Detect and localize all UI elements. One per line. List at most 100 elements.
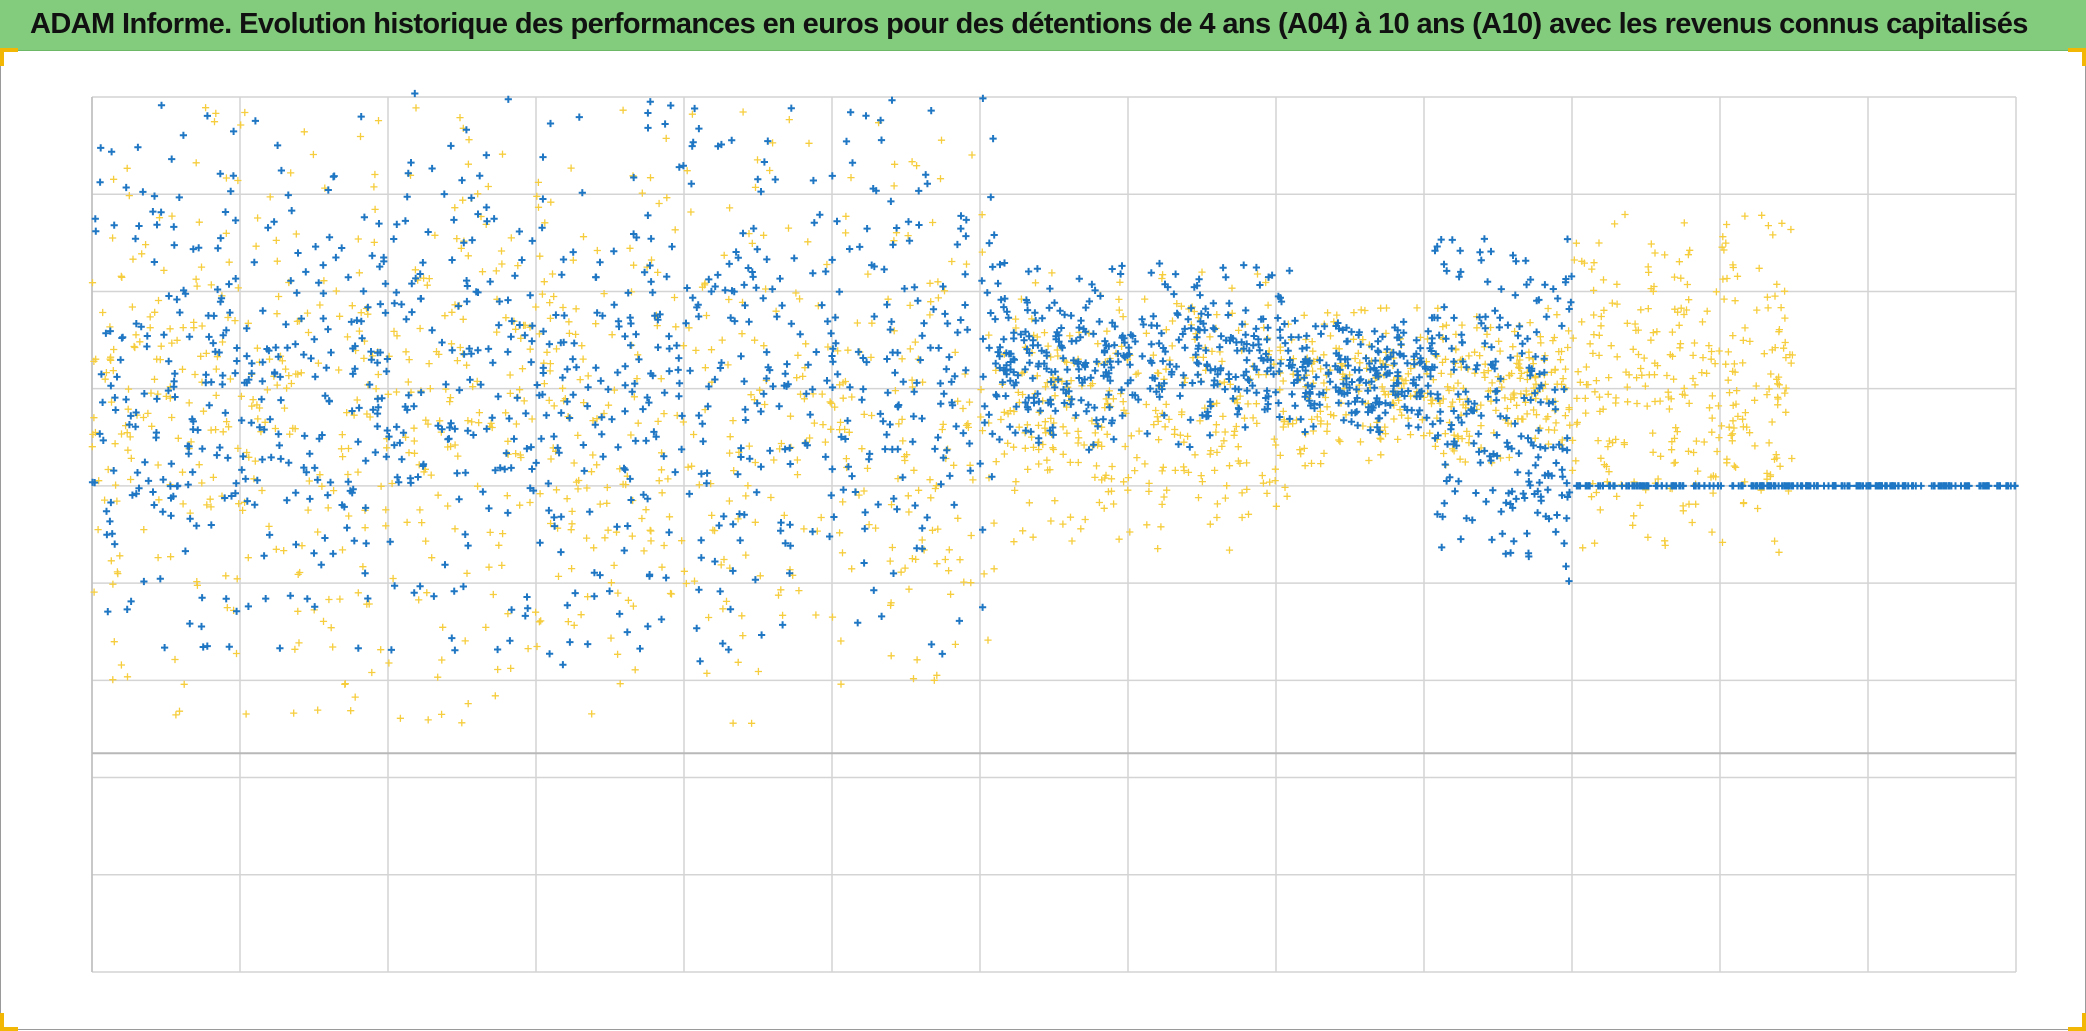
data-point-yellow xyxy=(1644,305,1652,313)
data-point-yellow xyxy=(212,109,220,117)
data-point-yellow xyxy=(1445,386,1453,395)
data-point-blue xyxy=(1357,375,1365,383)
data-point-yellow xyxy=(1149,351,1157,359)
data-point-blue xyxy=(763,348,771,356)
data-point-blue xyxy=(1491,307,1499,315)
data-point-blue xyxy=(381,309,390,317)
data-point-yellow xyxy=(1513,352,1521,360)
data-point-blue xyxy=(1462,514,1471,522)
data-point-blue xyxy=(1599,482,1607,490)
data-point-blue xyxy=(586,508,594,516)
data-point-blue xyxy=(990,231,998,239)
data-point-blue xyxy=(1219,264,1227,272)
data-point-blue xyxy=(915,187,923,195)
data-point-yellow xyxy=(1787,225,1795,234)
data-point-yellow xyxy=(1477,422,1485,430)
data-point-blue xyxy=(997,296,1005,304)
data-point-blue xyxy=(1326,378,1334,386)
data-point-blue xyxy=(1157,329,1166,337)
data-point-blue xyxy=(1003,308,1011,316)
data-point-blue xyxy=(463,277,471,285)
data-point-yellow xyxy=(1447,370,1455,378)
data-point-yellow xyxy=(351,693,359,701)
data-point-yellow xyxy=(410,424,418,432)
data-point-blue xyxy=(1700,482,1709,490)
data-point-yellow xyxy=(939,420,947,428)
data-point-blue xyxy=(1197,378,1205,386)
data-point-blue xyxy=(346,487,354,495)
data-point-blue xyxy=(1486,452,1494,460)
data-point-blue xyxy=(1256,346,1264,354)
data-point-yellow xyxy=(1168,342,1176,350)
data-point-yellow xyxy=(1633,399,1641,408)
data-point-blue xyxy=(769,382,777,390)
data-point-blue xyxy=(1512,495,1520,503)
data-point-yellow xyxy=(1162,400,1170,408)
data-point-yellow xyxy=(904,492,912,500)
data-point-yellow xyxy=(792,289,800,297)
data-point-yellow xyxy=(1168,317,1177,325)
data-point-blue xyxy=(1196,291,1204,299)
data-point-yellow xyxy=(1230,431,1238,439)
data-point-blue xyxy=(957,225,965,233)
data-point-blue xyxy=(1535,426,1543,435)
data-point-yellow xyxy=(320,277,328,285)
data-point-blue xyxy=(1288,361,1297,369)
data-point-yellow xyxy=(1404,414,1412,422)
data-point-blue xyxy=(1549,443,1557,451)
data-point-blue xyxy=(994,279,1002,288)
data-point-blue xyxy=(1472,489,1480,497)
data-point-blue xyxy=(259,358,267,366)
data-point-blue xyxy=(1451,487,1459,495)
data-point-blue xyxy=(173,295,181,304)
data-point-blue xyxy=(1692,482,1700,490)
data-point-blue xyxy=(737,444,745,452)
data-point-blue xyxy=(1669,482,1677,490)
data-point-yellow xyxy=(504,610,512,618)
data-point-blue xyxy=(966,467,974,475)
data-point-yellow xyxy=(844,346,852,354)
data-point-yellow xyxy=(940,287,949,295)
data-point-yellow xyxy=(614,650,622,658)
data-point-blue xyxy=(1072,411,1080,419)
data-point-blue xyxy=(1353,408,1361,416)
data-point-yellow xyxy=(1526,319,1534,327)
data-point-blue xyxy=(808,385,817,393)
data-point-blue xyxy=(809,528,817,536)
data-point-yellow xyxy=(794,351,802,359)
data-point-yellow xyxy=(845,428,853,436)
data-point-yellow xyxy=(287,379,295,388)
data-point-yellow xyxy=(502,409,510,417)
data-point-blue xyxy=(186,620,194,628)
data-point-blue xyxy=(936,379,944,387)
data-point-yellow xyxy=(1649,329,1657,337)
data-point-blue xyxy=(181,547,189,555)
data-point-yellow xyxy=(1365,456,1373,465)
data-point-yellow xyxy=(1436,399,1444,407)
data-point-yellow xyxy=(564,413,572,421)
data-point-blue xyxy=(467,194,475,202)
data-point-blue xyxy=(360,213,368,221)
data-point-yellow xyxy=(1395,396,1403,404)
data-point-yellow xyxy=(688,462,696,470)
data-point-blue xyxy=(311,464,319,472)
data-point-blue xyxy=(962,232,970,240)
data-point-blue xyxy=(430,592,438,600)
data-point-yellow xyxy=(438,656,446,664)
data-point-yellow xyxy=(1591,539,1599,547)
data-point-blue xyxy=(994,348,1002,356)
data-point-yellow xyxy=(1450,431,1458,439)
data-point-yellow xyxy=(583,534,591,542)
data-point-yellow xyxy=(1262,278,1270,287)
data-point-yellow xyxy=(708,511,716,519)
data-point-blue xyxy=(1256,281,1264,289)
data-point-blue xyxy=(364,303,372,311)
data-point-blue xyxy=(863,225,871,233)
data-point-yellow xyxy=(1000,408,1008,416)
data-point-blue xyxy=(569,391,577,399)
data-point-yellow xyxy=(459,196,467,204)
data-point-blue xyxy=(1527,396,1535,404)
data-point-blue xyxy=(1838,482,1846,490)
data-point-blue xyxy=(1375,400,1383,408)
data-point-blue xyxy=(1192,351,1200,359)
